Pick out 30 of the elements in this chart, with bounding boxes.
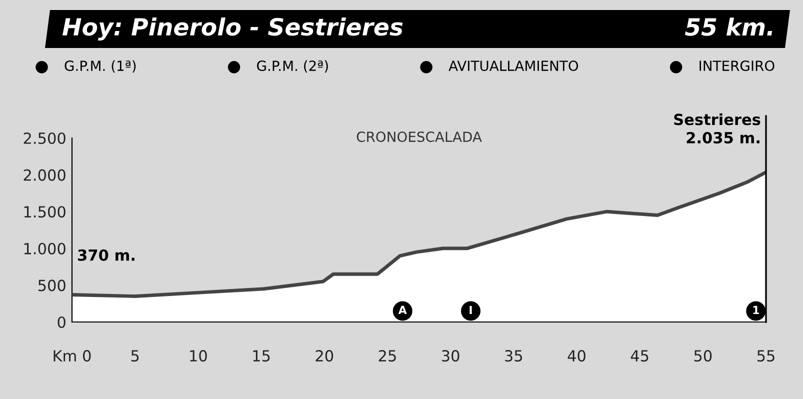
x-tick-label: 55	[757, 350, 774, 362]
annotation: I	[470, 306, 472, 314]
chart-title: Hoy: Pinerolo - Sestrieres	[62, 17, 403, 41]
annotation: 370 m.	[78, 249, 134, 261]
x-tick-label: 5	[131, 350, 139, 362]
y-tick-label: 1.500	[24, 206, 66, 218]
legend-label: INTERGIRO	[700, 60, 774, 72]
x-tick-label: 25	[378, 350, 396, 362]
x-tick-label: 35	[505, 350, 522, 362]
x-tick-label: 40	[568, 350, 586, 362]
chart-subtitle: 55 km.	[684, 18, 772, 36]
x-tick-label: 30	[442, 350, 460, 362]
x-tick-label: 10	[190, 350, 207, 362]
legend-label: G.P.M. (2ª)	[257, 60, 328, 73]
legend-label: AVITUALLAMIENTO	[448, 60, 578, 72]
y-tick-label: 1.000	[24, 242, 66, 254]
x-tick-label: 15	[253, 350, 270, 362]
x-tick-label: 45	[630, 350, 648, 362]
y-tick-label: 2.500	[24, 132, 66, 144]
annotation: 1	[753, 306, 760, 314]
x-tick-label: 20	[316, 350, 334, 362]
x-tick-label: 50	[694, 350, 712, 362]
annotation: CRONOESCALADA	[356, 132, 482, 142]
legend-label: G.P.M. (1ª)	[64, 60, 136, 73]
y-tick-label: 2.000	[24, 169, 66, 181]
annotation: Sestrieres 2.035 m.	[674, 113, 760, 144]
x-tick-label: Km 0	[54, 350, 91, 362]
y-tick-label: 0	[58, 316, 66, 328]
y-tick-label: 500	[38, 280, 66, 292]
annotation: A	[398, 306, 407, 314]
